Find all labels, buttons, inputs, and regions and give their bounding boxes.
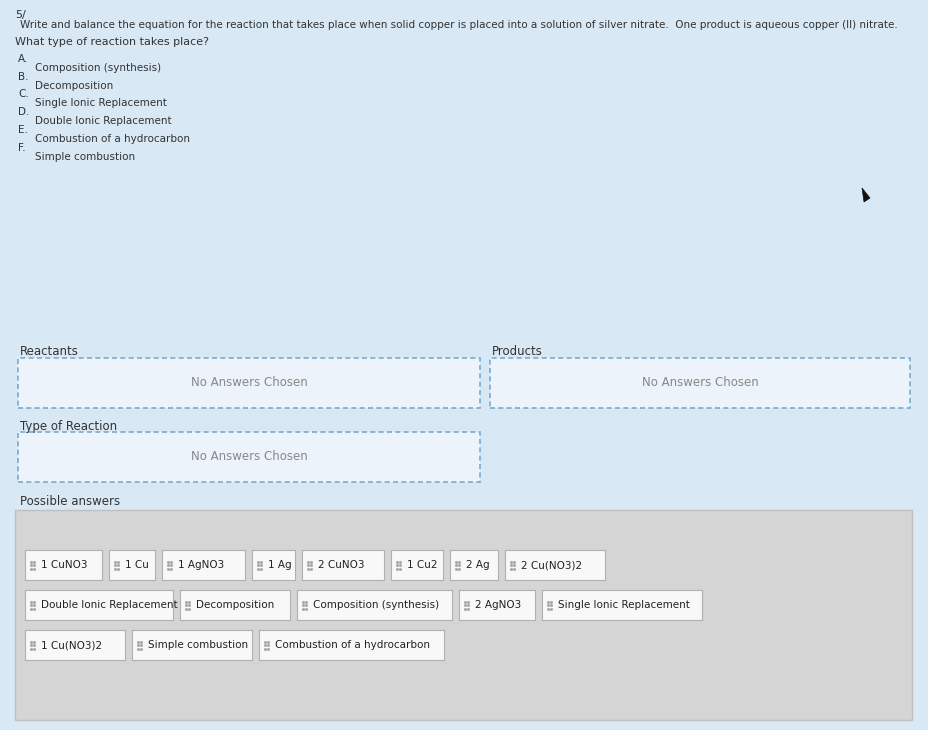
- Text: F.: F.: [18, 143, 26, 153]
- Bar: [449, 550, 497, 580]
- Bar: [505, 550, 604, 580]
- Text: 2 Cu(NO3)2: 2 Cu(NO3)2: [521, 560, 582, 570]
- Text: Decomposition: Decomposition: [35, 81, 113, 91]
- Text: 1 Cu(NO3)2: 1 Cu(NO3)2: [41, 640, 102, 650]
- Bar: [109, 550, 155, 580]
- Text: Double Ionic Replacement: Double Ionic Replacement: [41, 600, 177, 610]
- Text: 1 Ag: 1 Ag: [267, 560, 291, 570]
- Text: 1 Cu: 1 Cu: [125, 560, 148, 570]
- Text: D.: D.: [18, 107, 30, 117]
- Text: Simple combustion: Simple combustion: [35, 152, 135, 162]
- Text: A.: A.: [18, 54, 29, 64]
- Text: 1 CuNO3: 1 CuNO3: [41, 560, 87, 570]
- Text: Combustion of a hydrocarbon: Combustion of a hydrocarbon: [35, 134, 190, 144]
- Text: B.: B.: [18, 72, 29, 82]
- Bar: [25, 590, 173, 620]
- Bar: [391, 550, 443, 580]
- Bar: [161, 550, 245, 580]
- Text: C.: C.: [18, 89, 29, 99]
- Text: Possible answers: Possible answers: [20, 495, 120, 508]
- Text: 1 Cu2: 1 Cu2: [406, 560, 437, 570]
- Text: E.: E.: [18, 125, 28, 135]
- Text: Simple combustion: Simple combustion: [148, 640, 248, 650]
- Bar: [15, 510, 911, 720]
- Polygon shape: [861, 188, 869, 202]
- Text: 2 AgNO3: 2 AgNO3: [474, 600, 521, 610]
- Text: 1 AgNO3: 1 AgNO3: [178, 560, 224, 570]
- Bar: [489, 358, 909, 408]
- Text: No Answers Chosen: No Answers Chosen: [641, 377, 757, 390]
- Bar: [25, 550, 102, 580]
- Bar: [132, 630, 251, 660]
- Bar: [251, 550, 295, 580]
- Text: No Answers Chosen: No Answers Chosen: [190, 377, 307, 390]
- Text: What type of reaction takes place?: What type of reaction takes place?: [15, 37, 209, 47]
- Text: 5/: 5/: [15, 10, 26, 20]
- Text: Single Ionic Replacement: Single Ionic Replacement: [558, 600, 690, 610]
- Text: Type of Reaction: Type of Reaction: [20, 420, 117, 433]
- Text: 2 Ag: 2 Ag: [466, 560, 489, 570]
- Bar: [18, 432, 480, 482]
- Text: Composition (synthesis): Composition (synthesis): [313, 600, 439, 610]
- Bar: [18, 358, 480, 408]
- Text: Reactants: Reactants: [20, 345, 79, 358]
- Bar: [297, 590, 452, 620]
- Bar: [541, 590, 702, 620]
- Text: Combustion of a hydrocarbon: Combustion of a hydrocarbon: [275, 640, 430, 650]
- Text: Composition (synthesis): Composition (synthesis): [35, 63, 161, 73]
- Bar: [458, 590, 535, 620]
- Text: 2 CuNO3: 2 CuNO3: [317, 560, 364, 570]
- Text: Products: Products: [492, 345, 542, 358]
- Text: Decomposition: Decomposition: [196, 600, 274, 610]
- Bar: [180, 590, 290, 620]
- Bar: [25, 630, 125, 660]
- Text: Double Ionic Replacement: Double Ionic Replacement: [35, 116, 172, 126]
- Bar: [302, 550, 383, 580]
- Text: Single Ionic Replacement: Single Ionic Replacement: [35, 98, 167, 108]
- Text: No Answers Chosen: No Answers Chosen: [190, 450, 307, 464]
- Text: Write and balance the equation for the reaction that takes place when solid copp: Write and balance the equation for the r…: [20, 20, 896, 30]
- Bar: [259, 630, 444, 660]
